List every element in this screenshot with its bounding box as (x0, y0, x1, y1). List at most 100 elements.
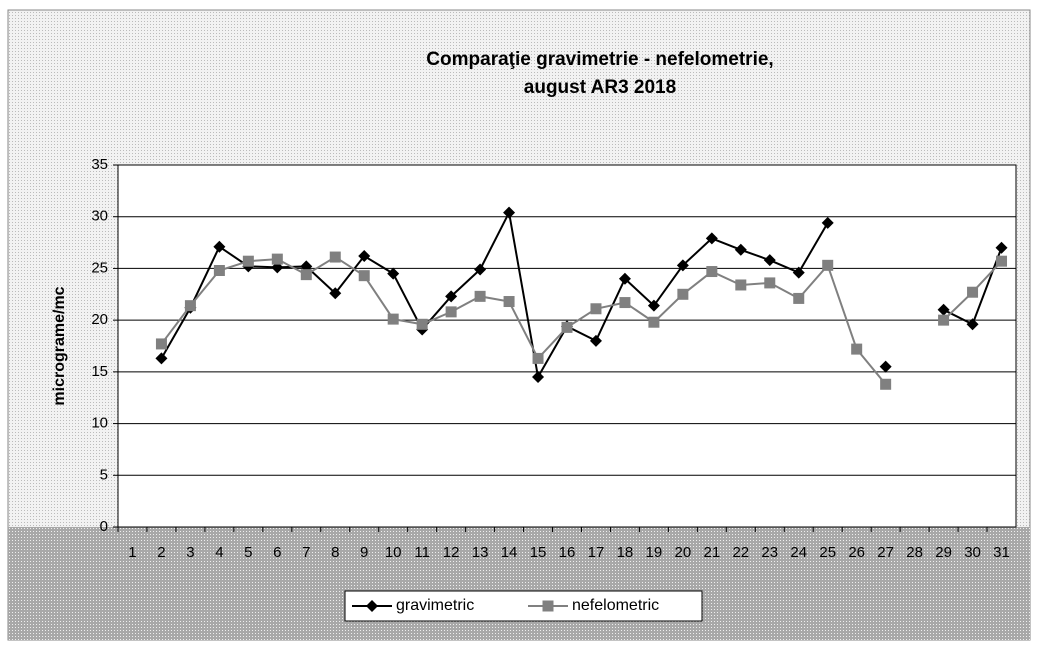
x-tick-label: 25 (819, 544, 836, 561)
point (474, 263, 487, 276)
x-tick-label: 13 (472, 544, 489, 561)
x-tick-label: 28 (906, 544, 923, 561)
point (155, 338, 167, 350)
x-tick-label: 31 (993, 544, 1010, 561)
x-tick-label: 18 (617, 544, 634, 561)
x-tick-label: 2 (157, 544, 165, 561)
point (358, 270, 370, 282)
plot-area (117, 164, 1017, 528)
point (271, 253, 283, 265)
point (445, 290, 458, 303)
point (329, 287, 342, 300)
y-tick-label: 30 (91, 208, 108, 225)
point (735, 279, 747, 291)
x-tick-label: 23 (761, 544, 778, 561)
x-tick-label: 26 (848, 544, 865, 561)
x-tick-label: 27 (877, 544, 894, 561)
y-tick-label: 0 (100, 518, 108, 535)
point (822, 259, 834, 271)
point (938, 314, 950, 326)
x-tick-label: 22 (732, 544, 749, 561)
point (242, 255, 254, 267)
point (676, 259, 689, 272)
legend-marker (542, 600, 554, 612)
y-tick-label: 25 (91, 259, 108, 276)
point (589, 334, 602, 347)
y-tick-label: 20 (91, 311, 108, 328)
x-tick-label: 6 (273, 544, 281, 561)
point (329, 251, 341, 263)
point (416, 318, 428, 330)
point (821, 216, 834, 229)
point (184, 300, 196, 312)
point (880, 378, 892, 390)
point (967, 286, 979, 298)
x-tick-label: 7 (302, 544, 310, 561)
point (706, 266, 718, 278)
point (937, 303, 950, 316)
x-tick-label: 16 (559, 544, 576, 561)
legend (344, 590, 703, 622)
x-tick-label: 5 (244, 544, 252, 561)
point (851, 343, 863, 355)
point (561, 321, 573, 333)
point (474, 290, 486, 302)
y-tick-label: 15 (91, 363, 108, 380)
point (213, 240, 226, 253)
chart-title: august AR3 2018 (524, 77, 676, 98)
legend-label: nefelometric (572, 597, 659, 614)
x-tick-label: 29 (935, 544, 952, 561)
point (445, 306, 457, 318)
x-tick-label: 30 (964, 544, 981, 561)
point (677, 288, 689, 300)
chart-title: Comparaţie gravimetrie - nefelometrie, (426, 49, 773, 70)
point (619, 297, 631, 309)
x-tick-label: 17 (588, 544, 605, 561)
x-tick-label: 9 (360, 544, 368, 561)
x-tick-label: 1 (128, 544, 136, 561)
point (213, 264, 225, 276)
y-tick-label: 35 (91, 156, 108, 173)
point (734, 243, 747, 256)
y-tick-label: 10 (91, 415, 108, 432)
point (300, 269, 312, 281)
x-tick-label: 20 (675, 544, 692, 561)
legend-label: gravimetric (396, 597, 474, 614)
x-tick-label: 14 (501, 544, 518, 561)
x-tick-label: 24 (790, 544, 807, 561)
point (996, 255, 1008, 267)
x-tick-label: 21 (703, 544, 720, 561)
point (532, 371, 545, 384)
point (387, 313, 399, 325)
point (618, 272, 631, 285)
x-tick-label: 11 (414, 544, 430, 561)
point (532, 352, 544, 364)
x-tick-label: 8 (331, 544, 339, 561)
point (995, 241, 1008, 254)
point (358, 250, 371, 263)
point (155, 352, 168, 365)
point (387, 267, 400, 280)
x-tick-label: 15 (530, 544, 547, 561)
x-tick-label: 3 (186, 544, 194, 561)
point (966, 318, 979, 331)
point (763, 254, 776, 267)
x-tick-label: 12 (443, 544, 460, 561)
legend-marker (366, 600, 378, 612)
point (503, 206, 516, 219)
y-tick-label: 5 (100, 466, 108, 483)
point (647, 299, 660, 312)
x-tick-label: 19 (646, 544, 663, 561)
point (705, 232, 718, 245)
point (764, 277, 776, 289)
point (503, 296, 515, 308)
x-tick-label: 10 (385, 544, 402, 561)
point (879, 360, 892, 373)
x-tick-label: 4 (215, 544, 223, 561)
point (648, 316, 660, 328)
point (793, 292, 805, 304)
point (590, 303, 602, 315)
point (792, 266, 805, 279)
y-axis-label: micrograme/mc (51, 286, 68, 405)
